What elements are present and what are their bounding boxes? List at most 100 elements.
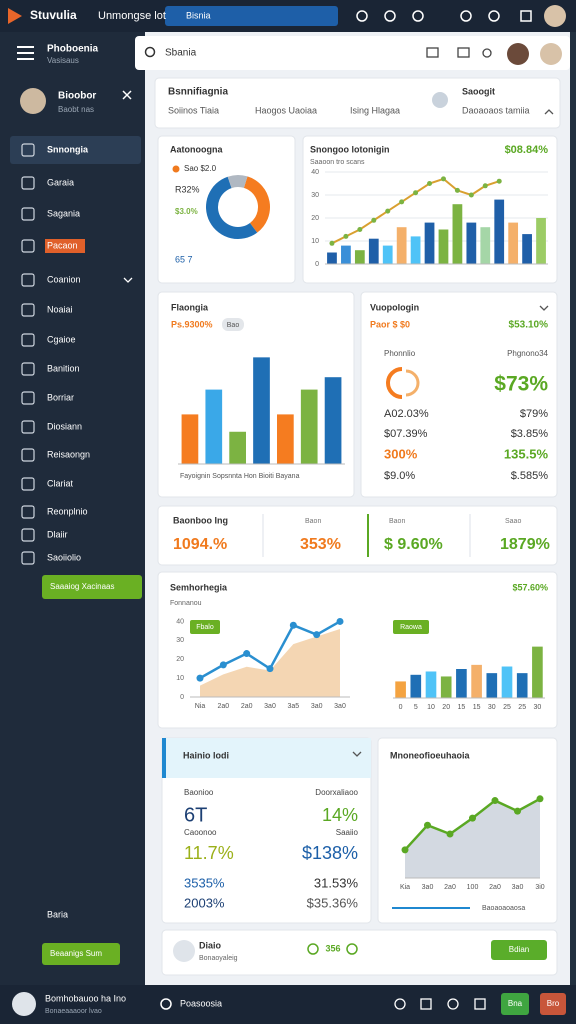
line-point: [357, 227, 363, 232]
chevrons[interactable]: [123, 109, 554, 757]
menu-item[interactable]: Clariat: [47, 478, 74, 488]
kpi-label: Saao: [505, 518, 521, 525]
bottom-button[interactable]: [540, 993, 566, 1015]
summary-column: Soiinos Tiaia: [168, 105, 219, 115]
x-tick-label: 10: [427, 704, 435, 711]
menu-icon: [21, 362, 35, 376]
line-point: [468, 192, 474, 198]
kpi-value: 353%: [300, 536, 341, 553]
y-tick-label: 0: [315, 261, 319, 268]
bar: [253, 357, 270, 464]
menu-item[interactable]: Pacaon: [47, 240, 78, 250]
sidebar-subtitle: Vasisaus: [47, 56, 79, 65]
bar: [486, 673, 498, 698]
kpi-value: 1879%: [500, 536, 550, 553]
menu-item[interactable]: Noaiai: [47, 304, 73, 314]
metric: $35.36%: [307, 895, 359, 910]
bottom-bar: [0, 985, 576, 1024]
metric: $138%: [302, 843, 358, 863]
menu-item[interactable]: Coanion: [47, 274, 81, 284]
bar: [516, 673, 528, 698]
y-tick-label: 30: [311, 192, 319, 199]
bottom-title: Bomhobauoo ha Ino: [45, 993, 126, 1003]
annotation: Sao $2.0: [184, 164, 217, 173]
line-point: [266, 665, 274, 673]
menu-item[interactable]: Saoiiolio: [47, 552, 81, 562]
avatar[interactable]: [540, 43, 562, 65]
stat-value: 135.5%: [504, 446, 549, 461]
avatar[interactable]: [544, 5, 566, 27]
x-tick-label: 2a0: [489, 884, 501, 891]
menu-item[interactable]: Cgaioe: [47, 334, 76, 344]
kpi-value: 1094.%: [173, 536, 227, 553]
x-tick-label: 3a5: [287, 703, 299, 710]
top-icons: [356, 10, 532, 22]
menu-item[interactable]: Garaia: [47, 177, 74, 187]
menu-item[interactable]: Reonplnio: [47, 506, 88, 516]
bar: [395, 681, 406, 698]
card-value: $08.84%: [505, 144, 549, 156]
tab[interactable]: [165, 6, 338, 26]
line-point: [536, 795, 544, 803]
menu-item[interactable]: Banition: [47, 363, 80, 373]
donut-segment: [227, 175, 248, 189]
summary-icon: [432, 92, 448, 108]
stat-value: $79%: [520, 408, 548, 420]
bar: [471, 664, 482, 698]
donut-segment: [243, 176, 270, 233]
metric: Baonioo: [184, 788, 214, 797]
bar: [494, 199, 505, 264]
bar: [368, 238, 379, 264]
bar: [327, 252, 337, 264]
x-tick-label: 3a0: [311, 703, 323, 710]
active-item[interactable]: [10, 136, 141, 164]
menu-item[interactable]: Sagania: [47, 208, 80, 218]
bar: [410, 674, 422, 698]
menu-item[interactable]: Diosiann: [47, 421, 82, 431]
stat-value: $9.0%: [384, 470, 415, 482]
line-point: [491, 797, 499, 805]
logo: [8, 8, 22, 24]
bar: [456, 669, 467, 698]
y-tick-label: 40: [176, 618, 184, 625]
menu-icon[interactable]: [17, 46, 34, 60]
menu-item[interactable]: Dlaiir: [47, 529, 68, 539]
menu-icon: [21, 273, 35, 287]
app-name: Stuvulia: [30, 8, 77, 22]
avatar[interactable]: [507, 43, 529, 65]
area: [200, 629, 340, 697]
menu-icon: [21, 420, 35, 434]
x-tick-label: 30: [488, 704, 496, 711]
search-bar[interactable]: [135, 36, 570, 70]
menu-item[interactable]: Borriar: [47, 392, 74, 402]
card-title: Hainio lodi: [183, 750, 229, 760]
bar: [466, 222, 477, 264]
bottom-button[interactable]: [501, 993, 529, 1015]
x-tick-label: 3a0: [422, 884, 434, 891]
search-icons: [426, 47, 492, 58]
card-subtitle: Paor $ $0: [370, 319, 410, 329]
x-tick-label: 30: [534, 704, 542, 711]
sidebar-button[interactable]: [42, 575, 142, 599]
line-point: [399, 199, 405, 205]
sidebar-footer-button[interactable]: [42, 943, 120, 965]
bar: [354, 250, 365, 264]
x-tick-label: 2a0: [241, 703, 253, 710]
stat-value: $07.39%: [384, 428, 428, 440]
menu-icon: [21, 143, 35, 157]
x-tick-label: Kia: [400, 884, 410, 891]
bar: [410, 236, 421, 264]
area: [405, 798, 540, 878]
card-title: Mnoneofioeuhaoia: [390, 750, 470, 760]
donut-segment: [205, 176, 258, 239]
x-tick-label: 25: [503, 704, 511, 711]
bottom-search-icon: [160, 998, 172, 1010]
menu-item[interactable]: Reisaongn: [47, 449, 90, 459]
close-icon[interactable]: [122, 90, 132, 100]
y-tick-label: 0: [180, 694, 184, 701]
footer-button[interactable]: [491, 940, 547, 960]
pill: [222, 318, 244, 331]
menu-item[interactable]: Snnongia: [47, 144, 89, 154]
stat-value: $3.85%: [511, 428, 549, 440]
metric: 11.7%: [184, 843, 234, 863]
